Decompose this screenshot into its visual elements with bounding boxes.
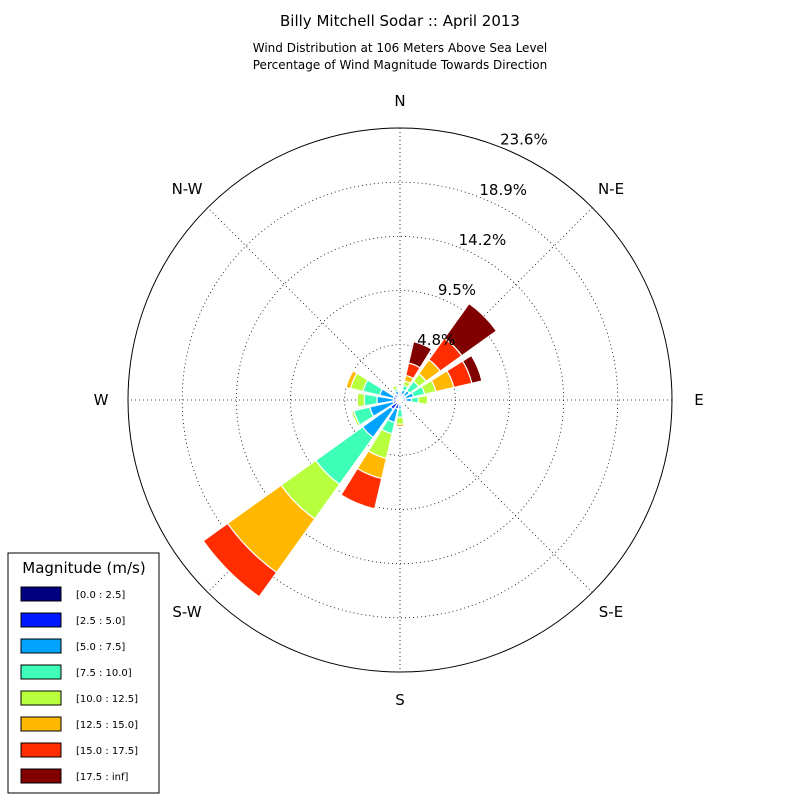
legend-label-2: [5.0 : 7.5] (76, 642, 125, 653)
bar-sector-13-bin-5 (345, 369, 358, 390)
legend-swatch-2 (20, 638, 62, 654)
direction-label-s-w: S-W (172, 603, 201, 621)
legend-swatch-6 (20, 742, 62, 758)
bar-sector-15-bin-5 (390, 383, 398, 389)
bar-sector-4-bin-2 (404, 397, 413, 403)
direction-label-e: E (694, 391, 703, 409)
bar-sector-8-bin-5 (394, 423, 406, 428)
bar-sector-4-bin-5 (426, 394, 430, 406)
legend-label-7: [17.5 : inf] (76, 772, 129, 783)
legend-swatch-5 (20, 716, 62, 732)
grid-circle-3 (181, 181, 619, 619)
direction-label-s: S (395, 691, 405, 709)
bar-sector-1-bin-7 (407, 340, 433, 369)
direction-label-n: N (394, 92, 405, 110)
bar-sector-2-bin-7 (443, 302, 498, 357)
direction-label-n-w: N-W (172, 180, 203, 198)
legend-label-1: [2.5 : 5.0] (76, 616, 125, 627)
chart-subtitle-line-2: Percentage of Wind Magnitude Towards Dir… (252, 58, 548, 72)
grid-circle-1 (290, 290, 510, 510)
bar-sector-11-bin-4 (351, 409, 361, 428)
legend-swatch-4 (20, 690, 62, 706)
bar-sector-9-bin-6 (340, 467, 383, 510)
direction-label-w: W (94, 391, 109, 409)
bar-sector-10-bin-6 (202, 522, 278, 598)
legend-label-0: [0.0 : 2.5] (76, 590, 125, 601)
bar-sector-0-bin-6 (397, 387, 403, 391)
bar-sector-3-bin-7 (461, 354, 483, 385)
radial-tick-label-0: 4.8% (417, 331, 455, 349)
chart-title: Billy Mitchell Sodar :: April 2013 (280, 12, 520, 30)
bar-sector-4-bin-4 (417, 394, 429, 406)
direction-label-n-e: N-E (598, 180, 624, 198)
legend-swatch-0 (20, 586, 62, 602)
legend-title: Magnitude (m/s) (22, 559, 145, 577)
legend-swatch-1 (20, 612, 62, 628)
legend-label-4: [10.0 : 12.5] (76, 694, 138, 705)
bar-sector-8-bin-4 (395, 416, 405, 425)
bar-sector-12-bin-3 (363, 393, 378, 407)
chart-subtitle-line-1: Wind Distribution at 106 Meters Above Se… (252, 41, 548, 55)
radial-tick-label-4: 23.6% (500, 131, 548, 149)
bar-sector-12-bin-4 (356, 392, 366, 408)
legend-swatch-3 (20, 664, 62, 680)
legend-label-3: [7.5 : 10.0] (76, 668, 132, 679)
bar-sector-4-bin-3 (410, 396, 420, 404)
radial-tick-label-2: 14.2% (459, 231, 507, 249)
legend-swatch-7 (20, 768, 62, 784)
direction-label-s-e: S-E (599, 603, 623, 621)
radial-tick-label-1: 9.5% (438, 281, 476, 299)
legend-label-6: [15.0 : 17.5] (76, 746, 138, 757)
legend-label-5: [12.5 : 15.0] (76, 720, 138, 731)
radial-tick-label-3: 18.9% (479, 181, 527, 199)
